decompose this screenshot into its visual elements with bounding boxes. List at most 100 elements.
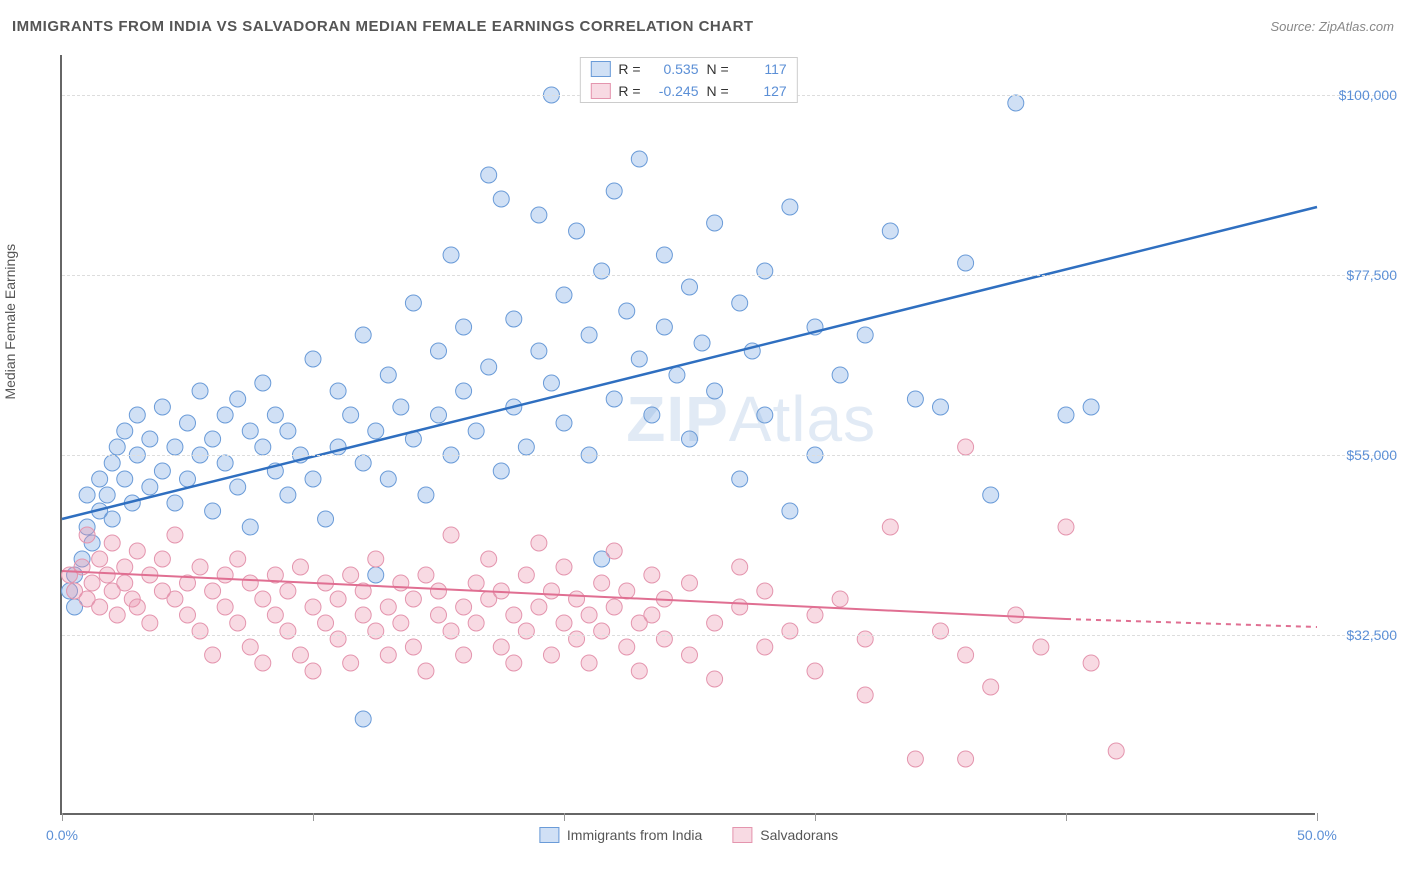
data-point (556, 287, 572, 303)
gridline (62, 455, 1395, 456)
data-point (807, 663, 823, 679)
data-point (380, 471, 396, 487)
data-point (882, 519, 898, 535)
x-tick (1317, 813, 1318, 821)
data-point (456, 319, 472, 335)
data-point (531, 535, 547, 551)
data-point (732, 599, 748, 615)
data-point (456, 647, 472, 663)
data-point (343, 567, 359, 583)
data-point (669, 367, 685, 383)
data-point (543, 647, 559, 663)
data-point (92, 471, 108, 487)
data-point (368, 423, 384, 439)
data-point (682, 575, 698, 591)
data-point (109, 607, 125, 623)
data-point (468, 575, 484, 591)
data-point (857, 687, 873, 703)
data-point (518, 439, 534, 455)
legend-item-india: Immigrants from India (539, 827, 702, 843)
data-point (230, 391, 246, 407)
data-point (694, 335, 710, 351)
legend-swatch-india (590, 61, 610, 77)
legend-swatch-salvadoran-icon (732, 827, 752, 843)
legend-swatch-salvadoran (590, 83, 610, 99)
gridline (62, 635, 1395, 636)
data-point (481, 359, 497, 375)
data-point (318, 615, 334, 631)
data-point (682, 431, 698, 447)
data-point (569, 631, 585, 647)
data-point (493, 639, 509, 655)
data-point (506, 607, 522, 623)
x-tick (62, 813, 63, 821)
data-point (907, 751, 923, 767)
data-point (882, 223, 898, 239)
data-point (782, 199, 798, 215)
data-point (581, 327, 597, 343)
data-point (280, 423, 296, 439)
data-point (84, 575, 100, 591)
data-point (656, 247, 672, 263)
x-tick (313, 813, 314, 821)
data-point (255, 591, 271, 607)
data-point (656, 631, 672, 647)
data-point (405, 639, 421, 655)
data-point (255, 439, 271, 455)
data-point (631, 351, 647, 367)
data-point (1058, 407, 1074, 423)
data-point (493, 191, 509, 207)
data-point (230, 479, 246, 495)
y-axis-label: Median Female Earnings (2, 244, 18, 400)
data-point (958, 751, 974, 767)
data-point (757, 583, 773, 599)
data-point (682, 647, 698, 663)
data-point (707, 671, 723, 687)
data-point (933, 399, 949, 415)
data-point (644, 567, 660, 583)
data-point (606, 599, 622, 615)
data-point (368, 567, 384, 583)
data-point (217, 407, 233, 423)
data-point (380, 367, 396, 383)
data-point (368, 551, 384, 567)
data-point (556, 415, 572, 431)
data-point (154, 463, 170, 479)
data-point (581, 607, 597, 623)
data-point (569, 223, 585, 239)
data-point (267, 607, 283, 623)
data-point (305, 471, 321, 487)
data-point (117, 575, 133, 591)
data-point (958, 439, 974, 455)
data-point (1083, 399, 1099, 415)
data-point (217, 567, 233, 583)
data-point (117, 423, 133, 439)
data-point (707, 383, 723, 399)
data-point (343, 655, 359, 671)
data-point (431, 343, 447, 359)
data-point (732, 471, 748, 487)
x-tick (564, 813, 565, 821)
data-point (205, 647, 221, 663)
data-point (280, 583, 296, 599)
data-point (255, 655, 271, 671)
data-point (292, 559, 308, 575)
data-point (418, 487, 434, 503)
data-point (368, 623, 384, 639)
x-tick-label: 0.0% (46, 827, 78, 843)
data-point (481, 551, 497, 567)
data-point (933, 623, 949, 639)
data-point (355, 711, 371, 727)
data-point (1033, 639, 1049, 655)
data-point (644, 407, 660, 423)
data-point (656, 319, 672, 335)
data-point (280, 487, 296, 503)
legend-row-salvadoran: R = -0.245 N = 127 (580, 80, 796, 102)
y-tick-label: $77,500 (1322, 267, 1397, 283)
data-point (292, 647, 308, 663)
data-point (92, 599, 108, 615)
data-point (192, 623, 208, 639)
plot-svg (62, 55, 1315, 813)
data-point (443, 247, 459, 263)
data-point (757, 639, 773, 655)
